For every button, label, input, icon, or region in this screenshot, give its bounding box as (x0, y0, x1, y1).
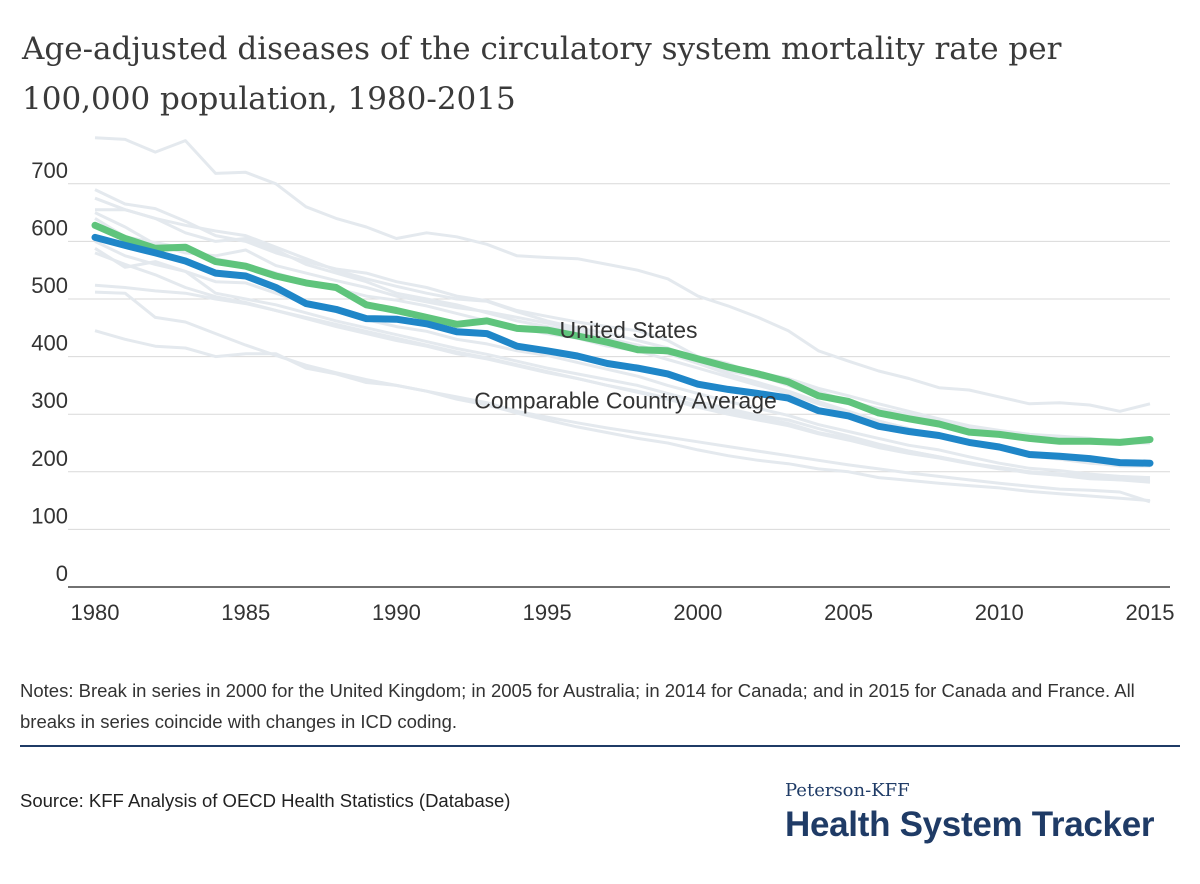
background-series-line-4 (95, 208, 1150, 445)
annotation-label: United States (559, 317, 697, 343)
background-series-line-7 (94, 240, 1151, 480)
series-line-united-states (91, 221, 1154, 446)
chart-title: Age-adjusted diseases of the circulatory… (22, 31, 1062, 117)
highlighted-series-lines (91, 221, 1154, 467)
gridlines (68, 183, 1170, 588)
x-tick-label: 1990 (372, 600, 421, 625)
y-tick-label: 500 (31, 273, 68, 298)
x-tick-label: 2005 (824, 600, 873, 625)
line-chart: 0 100 200 300 400 500 600 700 1980 1985 1990 1995 2… (31, 136, 1175, 625)
brand-main-text: Health System Tracker (785, 805, 1155, 844)
brand-top-text: Peterson-KFF (785, 780, 910, 801)
brand-logo: Peterson-KFF Health System Tracker (785, 780, 1154, 848)
divider (20, 745, 1180, 747)
y-tick-label: 0 (56, 561, 68, 586)
annotation-label: Comparable Country Average (474, 387, 777, 413)
x-tick-label: 1980 (71, 600, 120, 625)
background-series-line-10 (94, 283, 1150, 480)
background-series-line-1 (94, 136, 1151, 413)
y-tick-label: 300 (31, 388, 68, 413)
y-tick-label: 200 (31, 446, 68, 471)
x-tick-label: 2015 (1126, 600, 1175, 625)
y-tick-label: 400 (31, 331, 68, 356)
x-tick-label: 1985 (221, 600, 270, 625)
chart-notes: Notes: Break in series in 2000 for the U… (20, 680, 1135, 732)
series-annotations: United States Comparable Country Average (474, 317, 777, 413)
background-series-line-12 (94, 329, 1151, 504)
x-tick-label: 2010 (975, 600, 1024, 625)
y-tick-label: 700 (31, 158, 68, 183)
x-axis-tick-labels: 1980 1985 1990 1995 2000 2005 2010 2015 (71, 600, 1175, 625)
y-tick-label: 100 (31, 503, 68, 528)
y-axis-tick-labels: 0 100 200 300 400 500 600 700 (31, 158, 68, 586)
series-line-comparable-country-average (91, 233, 1154, 467)
chart-source: Source: KFF Analysis of OECD Health Stat… (20, 790, 511, 811)
x-tick-label: 2000 (673, 600, 722, 625)
x-tick-label: 1995 (523, 600, 572, 625)
y-tick-label: 600 (31, 215, 68, 240)
